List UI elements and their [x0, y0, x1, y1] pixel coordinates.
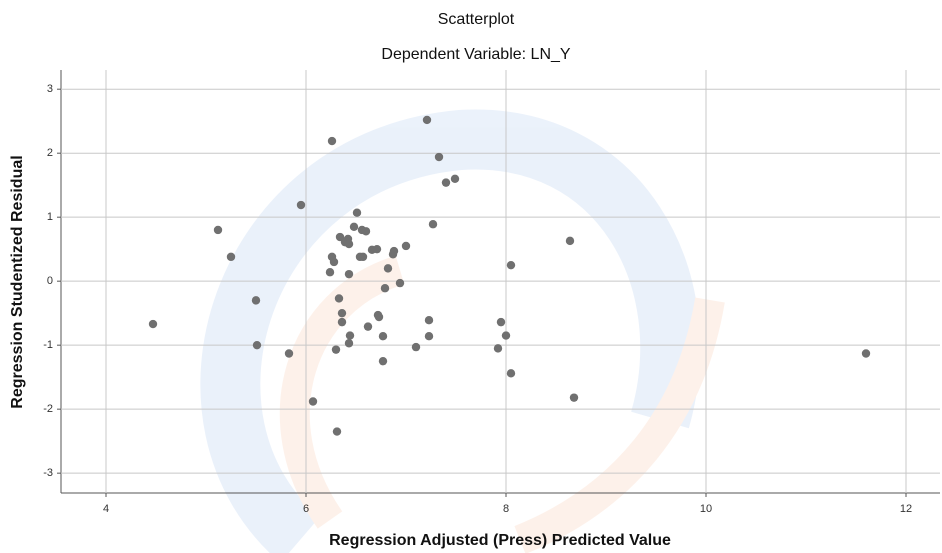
- point: [333, 427, 341, 435]
- point: [425, 316, 433, 324]
- point: [332, 345, 340, 353]
- point: [149, 320, 157, 328]
- x-tick-label: 6: [303, 503, 309, 515]
- point: [375, 313, 383, 321]
- point: [353, 209, 361, 217]
- x-tick-label: 4: [103, 503, 109, 515]
- watermark: [230, 140, 710, 540]
- point: [326, 268, 334, 276]
- point: [429, 220, 437, 228]
- point: [362, 227, 370, 235]
- page: Scatterplot Dependent Variable: LN_Y Reg…: [0, 0, 942, 553]
- y-tick-label: 0: [47, 275, 53, 287]
- chart-title: Scatterplot: [438, 11, 515, 28]
- x-axis-label: Regression Adjusted (Press) Predicted Va…: [329, 532, 671, 549]
- point: [345, 240, 353, 248]
- point: [214, 226, 222, 234]
- point: [297, 201, 305, 209]
- y-tick-label: -2: [43, 403, 53, 415]
- y-tick-label: -1: [43, 339, 53, 351]
- x-tick-label: 12: [900, 503, 912, 515]
- point: [346, 331, 354, 339]
- point: [252, 296, 260, 304]
- y-tick-label: 3: [47, 83, 53, 95]
- point: [338, 309, 346, 317]
- point: [335, 294, 343, 302]
- point: [227, 253, 235, 261]
- point: [451, 175, 459, 183]
- point: [345, 270, 353, 278]
- point: [423, 116, 431, 124]
- point: [350, 223, 358, 231]
- point: [862, 349, 870, 357]
- y-tick-label: 2: [47, 147, 53, 159]
- point: [389, 250, 397, 258]
- point: [381, 284, 389, 292]
- point: [507, 369, 515, 377]
- chart: Scatterplot Dependent Variable: LN_Y Reg…: [0, 0, 942, 553]
- point: [379, 332, 387, 340]
- point: [330, 258, 338, 266]
- point: [338, 318, 346, 326]
- y-tick-label: 1: [47, 211, 53, 223]
- point: [359, 253, 367, 261]
- point: [384, 264, 392, 272]
- y-tick-label: -3: [43, 467, 53, 479]
- point: [442, 178, 450, 186]
- point: [502, 331, 510, 339]
- point: [253, 341, 261, 349]
- point: [285, 349, 293, 357]
- y-axis-label: Regression Studentized Residual: [9, 155, 26, 408]
- chart-subtitle: Dependent Variable: LN_Y: [381, 46, 570, 63]
- point: [309, 397, 317, 405]
- point: [412, 343, 420, 351]
- point: [402, 242, 410, 250]
- point: [566, 237, 574, 245]
- point: [497, 318, 505, 326]
- x-tick-label: 8: [503, 503, 509, 515]
- point: [507, 261, 515, 269]
- point: [379, 357, 387, 365]
- point: [570, 393, 578, 401]
- x-tick-label: 10: [700, 503, 712, 515]
- point: [364, 322, 372, 330]
- point: [435, 153, 443, 161]
- point: [328, 137, 336, 145]
- point: [494, 344, 502, 352]
- point: [396, 279, 404, 287]
- point: [373, 245, 381, 253]
- point: [425, 332, 433, 340]
- point: [345, 339, 353, 347]
